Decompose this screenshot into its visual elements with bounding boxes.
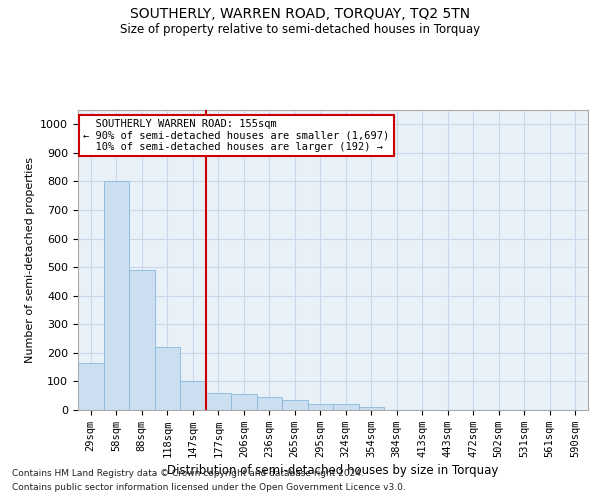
Bar — [257, 397, 282, 410]
Text: SOUTHERLY, WARREN ROAD, TORQUAY, TQ2 5TN: SOUTHERLY, WARREN ROAD, TORQUAY, TQ2 5TN — [130, 8, 470, 22]
Bar — [333, 404, 359, 410]
Bar — [282, 400, 308, 410]
Bar — [78, 363, 104, 410]
X-axis label: Distribution of semi-detached houses by size in Torquay: Distribution of semi-detached houses by … — [167, 464, 499, 477]
Bar — [129, 270, 155, 410]
Bar — [155, 347, 180, 410]
Bar — [205, 393, 231, 410]
Bar — [308, 404, 333, 410]
Bar — [231, 394, 257, 410]
Bar — [104, 182, 129, 410]
Y-axis label: Number of semi-detached properties: Number of semi-detached properties — [25, 157, 35, 363]
Text: Contains public sector information licensed under the Open Government Licence v3: Contains public sector information licen… — [12, 484, 406, 492]
Text: Size of property relative to semi-detached houses in Torquay: Size of property relative to semi-detach… — [120, 22, 480, 36]
Text: Contains HM Land Registry data © Crown copyright and database right 2024.: Contains HM Land Registry data © Crown c… — [12, 468, 364, 477]
Bar — [180, 382, 205, 410]
Text: SOUTHERLY WARREN ROAD: 155sqm
← 90% of semi-detached houses are smaller (1,697)
: SOUTHERLY WARREN ROAD: 155sqm ← 90% of s… — [83, 119, 389, 152]
Bar — [359, 407, 384, 410]
